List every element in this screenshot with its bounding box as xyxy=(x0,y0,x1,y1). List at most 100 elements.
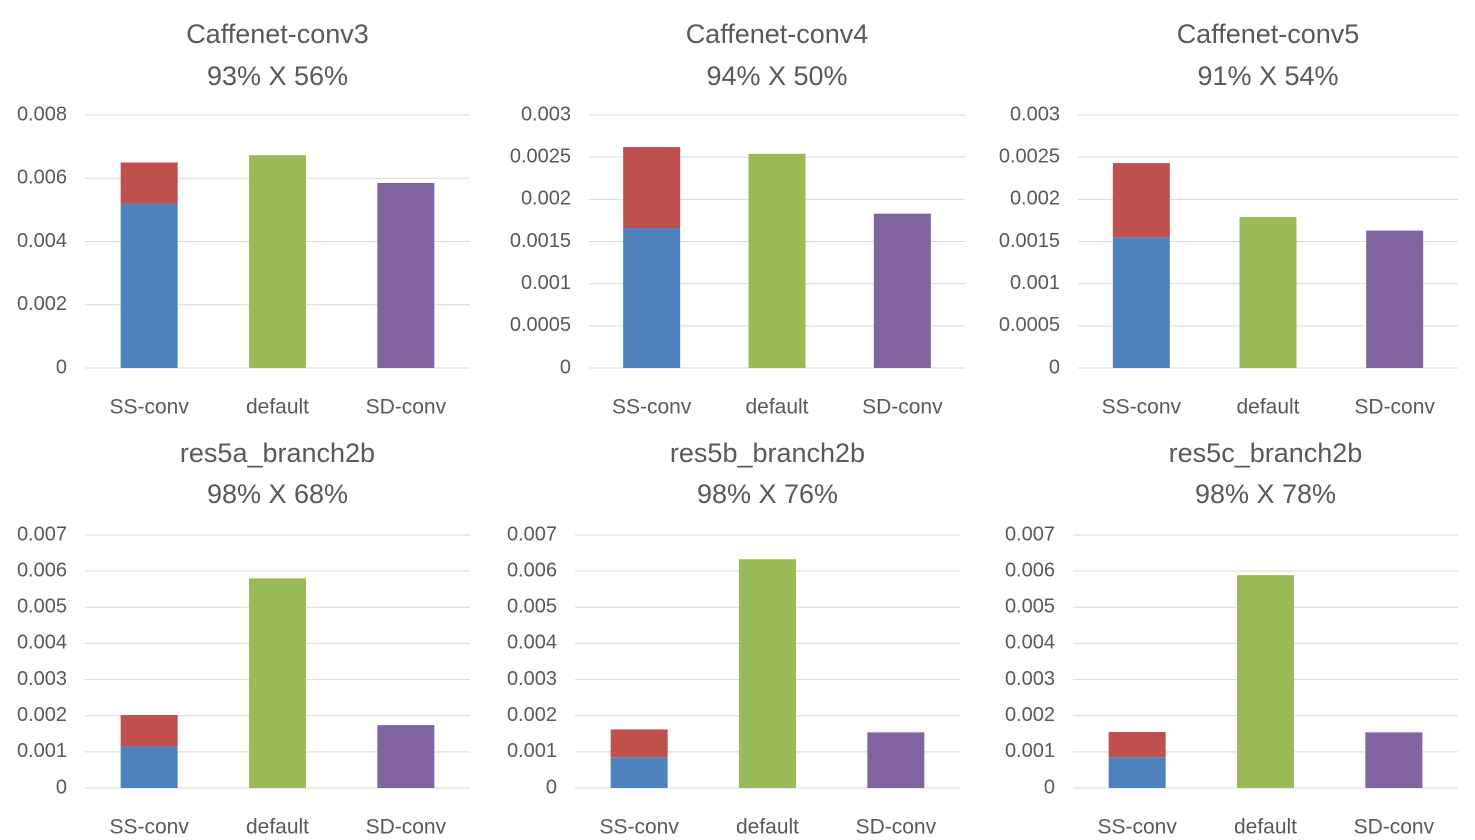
y-tick-label: 0.006 xyxy=(17,559,67,581)
y-tick-label: 0.001 xyxy=(1005,740,1055,762)
y-tick-label: 0 xyxy=(56,776,67,798)
chart-subtitle: 94% X 50% xyxy=(706,61,847,91)
bar-sd-conv-segment-4 xyxy=(377,182,435,368)
x-category-label: default xyxy=(1234,816,1297,839)
bar-default-segment-3 xyxy=(1237,575,1294,788)
bar-ss-conv-segment-1 xyxy=(623,228,681,368)
y-tick-label: 0.005 xyxy=(507,596,557,618)
x-category-label: SD-conv xyxy=(366,396,447,419)
y-tick-label: 0 xyxy=(56,356,67,378)
y-tick-label: 0.003 xyxy=(507,668,557,690)
chart-svg: res5a_branch2b 98% X 68% 0 0.001 0.002 0.003 0… xyxy=(17,438,470,839)
x-category-label: SS-conv xyxy=(612,396,692,419)
chart-title: Caffenet-conv4 xyxy=(686,19,869,49)
y-tick-label: 0.0015 xyxy=(510,230,571,252)
y-tick-label: 0.003 xyxy=(17,668,67,690)
y-tick-label: 0.006 xyxy=(507,559,557,581)
x-category-label: SD-conv xyxy=(856,816,937,839)
chart-panel-3: Caffenet-conv5 91% X 54% 0 0.0005 0.001 0.001… xyxy=(980,0,1475,420)
y-tick-label: 0.0015 xyxy=(999,230,1060,252)
chart-svg: res5b_branch2b 98% X 76% 0 0.001 0.002 0.003 0… xyxy=(507,438,960,839)
y-tick-label: 0.003 xyxy=(1005,668,1055,690)
bar-ss-conv-segment-2 xyxy=(623,147,681,229)
bar-ss-conv-segment-1 xyxy=(1108,757,1166,788)
y-tick-label: 0.0005 xyxy=(510,314,571,336)
x-category-label: default xyxy=(246,816,309,839)
x-category-label: SS-conv xyxy=(109,396,189,419)
bar-ss-conv-segment-2 xyxy=(1112,163,1170,238)
y-tick-label: 0 xyxy=(560,356,571,378)
chart-subtitle: 93% X 56% xyxy=(207,61,348,91)
y-tick-label: 0.0025 xyxy=(510,145,571,167)
bar-ss-conv-segment-2 xyxy=(120,714,178,747)
bar-sd-conv-segment-4 xyxy=(867,732,925,788)
y-tick-label: 0.001 xyxy=(507,740,557,762)
bar-sd-conv-segment-4 xyxy=(1366,230,1424,368)
chart-subtitle: 98% X 68% xyxy=(207,479,348,509)
y-tick-label: 0.004 xyxy=(17,632,67,654)
bar-default-segment-3 xyxy=(1239,217,1297,368)
y-tick-label: 0.007 xyxy=(1005,523,1055,545)
y-tick-label: 0.002 xyxy=(507,704,557,726)
bar-ss-conv-segment-2 xyxy=(120,162,178,204)
y-tick-label: 0.001 xyxy=(17,740,67,762)
bar-default-segment-3 xyxy=(739,559,796,788)
bar-ss-conv-segment-1 xyxy=(610,757,668,788)
y-tick-label: 0.007 xyxy=(507,523,557,545)
chart-panel-1: Caffenet-conv3 93% X 56% 0 0.002 0.004 0.006 0… xyxy=(0,0,490,420)
y-tick-label: 0.002 xyxy=(1010,188,1060,210)
bar-sd-conv-segment-4 xyxy=(377,725,435,788)
chart-title: res5b_branch2b xyxy=(670,438,865,468)
x-category-label: default xyxy=(745,396,808,419)
chart-title: Caffenet-conv5 xyxy=(1177,19,1360,49)
bar-default-segment-3 xyxy=(249,155,306,368)
y-tick-label: 0.005 xyxy=(1005,596,1055,618)
chart-subtitle: 91% X 54% xyxy=(1197,61,1338,91)
x-category-label: SD-conv xyxy=(862,396,943,419)
y-tick-label: 0 xyxy=(1049,356,1060,378)
bar-default-segment-3 xyxy=(748,153,806,368)
chart-title: res5c_branch2b xyxy=(1169,438,1363,468)
chart-svg: Caffenet-conv4 94% X 50% 0 0.0005 0.001 0.001… xyxy=(510,19,965,419)
y-tick-label: 0 xyxy=(1044,776,1055,798)
x-category-label: default xyxy=(246,396,309,419)
y-tick-label: 0.002 xyxy=(521,188,571,210)
y-tick-label: 0.008 xyxy=(17,103,67,125)
x-category-label: SD-conv xyxy=(1354,396,1435,419)
chart-subtitle: 98% X 78% xyxy=(1195,479,1336,509)
y-tick-label: 0.005 xyxy=(17,596,67,618)
y-tick-label: 0.004 xyxy=(507,632,557,654)
chart-subtitle: 98% X 76% xyxy=(697,479,838,509)
chart-title: Caffenet-conv3 xyxy=(186,19,369,49)
y-tick-label: 0.002 xyxy=(17,293,67,315)
y-tick-label: 0.007 xyxy=(17,523,67,545)
y-tick-label: 0.002 xyxy=(1005,704,1055,726)
y-tick-label: 0.001 xyxy=(1010,272,1060,294)
y-tick-label: 0.0005 xyxy=(999,314,1060,336)
y-tick-label: 0.004 xyxy=(17,230,67,252)
y-tick-label: 0.002 xyxy=(17,704,67,726)
chart-panel-4: res5a_branch2b 98% X 68% 0 0.001 0.002 0.003 0… xyxy=(0,420,490,840)
chart-svg: Caffenet-conv3 93% X 56% 0 0.002 0.004 0.006 0… xyxy=(17,19,470,419)
x-category-label: SS-conv xyxy=(109,816,189,839)
x-category-label: SS-conv xyxy=(599,816,679,839)
y-tick-label: 0.0025 xyxy=(999,145,1060,167)
chart-panel-5: res5b_branch2b 98% X 76% 0 0.001 0.002 0.003 0… xyxy=(490,420,980,840)
bar-ss-conv-segment-2 xyxy=(610,729,668,758)
y-tick-label: 0.006 xyxy=(1005,559,1055,581)
bar-sd-conv-segment-4 xyxy=(873,213,931,368)
y-tick-label: 0 xyxy=(546,776,557,798)
y-tick-label: 0.001 xyxy=(521,272,571,294)
x-category-label: SS-conv xyxy=(1097,816,1177,839)
x-category-label: SS-conv xyxy=(1102,396,1182,419)
chart-panel-2: Caffenet-conv4 94% X 50% 0 0.0005 0.001 0.001… xyxy=(490,0,980,420)
chart-title: res5a_branch2b xyxy=(180,438,375,468)
bar-ss-conv-segment-1 xyxy=(1112,237,1170,368)
x-category-label: SD-conv xyxy=(1354,816,1435,839)
bar-ss-conv-segment-1 xyxy=(120,746,178,788)
bar-ss-conv-segment-2 xyxy=(1108,731,1166,758)
y-tick-label: 0.004 xyxy=(1005,632,1055,654)
bar-ss-conv-segment-1 xyxy=(120,203,178,368)
bar-default-segment-3 xyxy=(249,578,306,788)
x-category-label: default xyxy=(1236,396,1299,419)
